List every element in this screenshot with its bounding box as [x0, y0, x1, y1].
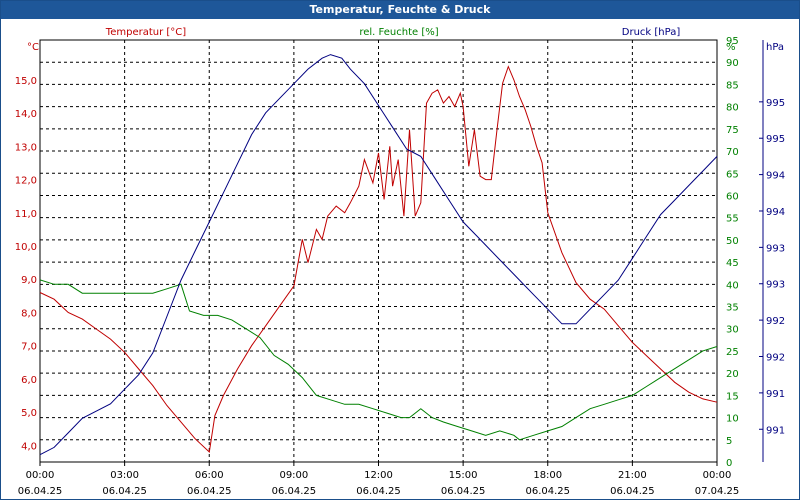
humidity-tick-label: 50	[726, 236, 739, 247]
pressure-tick-label: 994	[766, 207, 785, 218]
temp-tick-label: 7,0	[21, 342, 37, 353]
humidity-tick-label: 5	[726, 436, 732, 447]
humidity-tick-label: 55	[726, 214, 739, 225]
temp-tick-label: 9,0	[21, 275, 37, 286]
time-tick-label: 00:00	[26, 470, 55, 481]
time-axis-ticks: 00:00 06.04.25 03:00 06.04.25 06:00 06.04.25 0…	[18, 462, 740, 497]
temp-axis-ticks: 4,0 5,0 6,0 7,0 8,0 9,0 10,0 11,0 12,0 13,0 14,0 15…	[15, 76, 37, 453]
temp-tick-label: 5,0	[21, 408, 37, 419]
pressure-tick-label: 995	[766, 134, 785, 145]
time-tick-label: 00:00	[703, 470, 732, 481]
temp-tick-label: 11,0	[15, 209, 37, 220]
humidity-axis-ticks: 0 5 10 15 20 25 30 35 40 45 50 55 60 65 70 75 80 85 90 95	[726, 36, 739, 469]
pressure-axis-ticks: 991 991 992 992 993 993 994 994 995 995	[759, 98, 785, 436]
humidity-tick-label: 45	[726, 258, 739, 269]
humidity-tick-label: 90	[726, 58, 739, 69]
date-tick-label: 06.04.25	[187, 486, 232, 497]
humidity-tick-label: 30	[726, 325, 739, 336]
humidity-line	[39, 279, 718, 441]
pressure-tick-label: 994	[766, 171, 785, 182]
humidity-tick-label: 80	[726, 103, 739, 114]
humidity-tick-label: 60	[726, 191, 739, 202]
temp-tick-label: 10,0	[15, 242, 37, 253]
humidity-tick-label: 35	[726, 303, 739, 314]
date-tick-label: 06.04.25	[272, 486, 317, 497]
grid	[40, 39, 717, 462]
humidity-tick-label: 20	[726, 369, 739, 380]
humidity-tick-label: 65	[726, 169, 739, 180]
time-tick-label: 06:00	[195, 470, 224, 481]
temp-tick-label: 8,0	[21, 308, 37, 319]
humidity-tick-label: 85	[726, 80, 739, 91]
temp-tick-label: 14,0	[15, 109, 37, 120]
time-tick-label: 18:00	[533, 470, 562, 481]
temp-unit-label: °C	[27, 42, 39, 53]
humidity-tick-label: 95	[726, 36, 739, 47]
time-tick-label: 03:00	[110, 470, 139, 481]
humidity-tick-label: 75	[726, 125, 739, 136]
temp-tick-label: 15,0	[15, 76, 37, 87]
pressure-unit-label: hPa	[766, 42, 784, 53]
humidity-tick-label: 10	[726, 414, 739, 425]
pressure-tick-label: 991	[766, 425, 785, 436]
humidity-tick-label: 15	[726, 391, 739, 402]
humidity-tick-label: 70	[726, 147, 739, 158]
temp-tick-label: 12,0	[15, 176, 37, 187]
time-tick-label: 21:00	[618, 470, 647, 481]
temperature-line	[39, 65, 718, 454]
humidity-tick-label: 25	[726, 347, 739, 358]
date-tick-label: 06.04.25	[356, 486, 401, 497]
humidity-tick-label: 0	[726, 458, 732, 469]
time-tick-label: 12:00	[364, 470, 393, 481]
date-tick-label: 06.04.25	[102, 486, 147, 497]
date-tick-label: 06.04.25	[525, 486, 570, 497]
temp-tick-label: 4,0	[21, 441, 37, 452]
pressure-tick-label: 993	[766, 243, 785, 254]
date-tick-label: 07.04.25	[695, 486, 740, 497]
time-tick-label: 15:00	[449, 470, 478, 481]
humidity-unit-label: %	[726, 42, 736, 53]
pressure-tick-label: 995	[766, 98, 785, 109]
series-lines	[39, 54, 718, 456]
time-tick-label: 09:00	[279, 470, 308, 481]
temp-tick-label: 6,0	[21, 375, 37, 386]
temp-tick-label: 13,0	[15, 142, 37, 153]
legend-pressure: Druck [hPa]	[622, 27, 681, 38]
date-tick-label: 06.04.25	[18, 486, 63, 497]
pressure-line	[39, 54, 718, 456]
window-title: Temperatur, Feuchte & Druck	[1, 1, 799, 19]
date-tick-label: 06.04.25	[610, 486, 655, 497]
legend-temperature: Temperatur [°C]	[105, 27, 186, 38]
pressure-tick-label: 991	[766, 389, 785, 400]
pressure-tick-label: 993	[766, 280, 785, 291]
legend-humidity: rel. Feuchte [%]	[359, 27, 438, 38]
pressure-tick-label: 992	[766, 316, 785, 327]
humidity-tick-label: 40	[726, 280, 739, 291]
date-tick-label: 06.04.25	[441, 486, 486, 497]
pressure-tick-label: 992	[766, 353, 785, 364]
